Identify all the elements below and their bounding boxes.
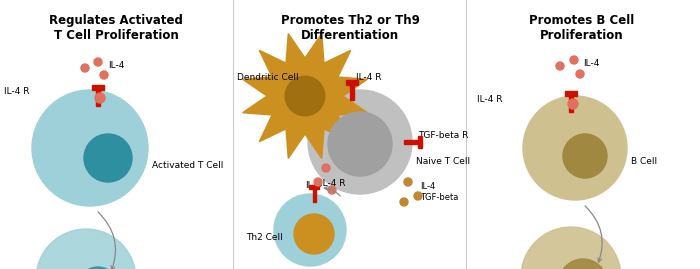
- Ellipse shape: [94, 58, 102, 66]
- Ellipse shape: [568, 99, 578, 109]
- Text: IL-4 R: IL-4 R: [4, 87, 29, 97]
- Polygon shape: [350, 85, 354, 100]
- Ellipse shape: [285, 76, 325, 116]
- Ellipse shape: [521, 227, 621, 269]
- Text: Regulates Activated
T Cell Proliferation: Regulates Activated T Cell Proliferation: [49, 14, 183, 42]
- FancyArrowPatch shape: [324, 186, 340, 196]
- Polygon shape: [569, 96, 573, 112]
- Polygon shape: [312, 189, 316, 202]
- Ellipse shape: [523, 96, 627, 200]
- Text: Th2 Cell: Th2 Cell: [246, 233, 283, 242]
- Ellipse shape: [570, 56, 578, 64]
- Ellipse shape: [274, 194, 346, 266]
- Ellipse shape: [95, 93, 105, 103]
- Ellipse shape: [100, 71, 108, 79]
- Polygon shape: [404, 140, 419, 144]
- Ellipse shape: [563, 134, 607, 178]
- Text: IL-4 R: IL-4 R: [356, 73, 382, 83]
- Text: TGF-beta R: TGF-beta R: [418, 132, 468, 140]
- Ellipse shape: [576, 70, 584, 78]
- Ellipse shape: [404, 178, 412, 186]
- Text: IL-4: IL-4: [305, 182, 321, 190]
- Polygon shape: [96, 90, 100, 106]
- Text: Activated T Cell: Activated T Cell: [152, 161, 223, 171]
- Text: IL-4 R: IL-4 R: [320, 179, 346, 189]
- Text: IL-4 R: IL-4 R: [477, 95, 503, 104]
- Text: Naive T Cell: Naive T Cell: [416, 158, 470, 167]
- Ellipse shape: [32, 90, 148, 206]
- Ellipse shape: [400, 198, 408, 206]
- Ellipse shape: [314, 178, 322, 186]
- Polygon shape: [419, 136, 422, 148]
- FancyArrowPatch shape: [585, 206, 602, 262]
- Polygon shape: [92, 85, 104, 90]
- Text: IL-4: IL-4: [108, 62, 125, 70]
- Ellipse shape: [78, 267, 118, 269]
- Polygon shape: [565, 91, 578, 96]
- Ellipse shape: [556, 62, 564, 70]
- Polygon shape: [346, 80, 358, 85]
- Text: Promotes B Cell
Proliferation: Promotes B Cell Proliferation: [529, 14, 635, 42]
- Ellipse shape: [308, 90, 412, 194]
- Ellipse shape: [81, 64, 89, 72]
- Ellipse shape: [328, 112, 392, 176]
- Text: Dendritic Cell: Dendritic Cell: [237, 73, 299, 83]
- Ellipse shape: [559, 259, 607, 269]
- Text: IL-4
TGF-beta: IL-4 TGF-beta: [420, 182, 459, 202]
- Text: B Cell: B Cell: [631, 158, 657, 167]
- Text: Promotes Th2 or Th9
Differentiation: Promotes Th2 or Th9 Differentiation: [281, 14, 419, 42]
- Ellipse shape: [36, 229, 136, 269]
- Ellipse shape: [294, 214, 334, 254]
- Ellipse shape: [322, 164, 330, 172]
- Ellipse shape: [84, 134, 132, 182]
- Text: IL-4: IL-4: [583, 58, 599, 68]
- FancyArrowPatch shape: [98, 212, 116, 269]
- Ellipse shape: [328, 186, 336, 194]
- Polygon shape: [309, 185, 319, 189]
- Ellipse shape: [414, 192, 422, 200]
- Polygon shape: [243, 34, 368, 158]
